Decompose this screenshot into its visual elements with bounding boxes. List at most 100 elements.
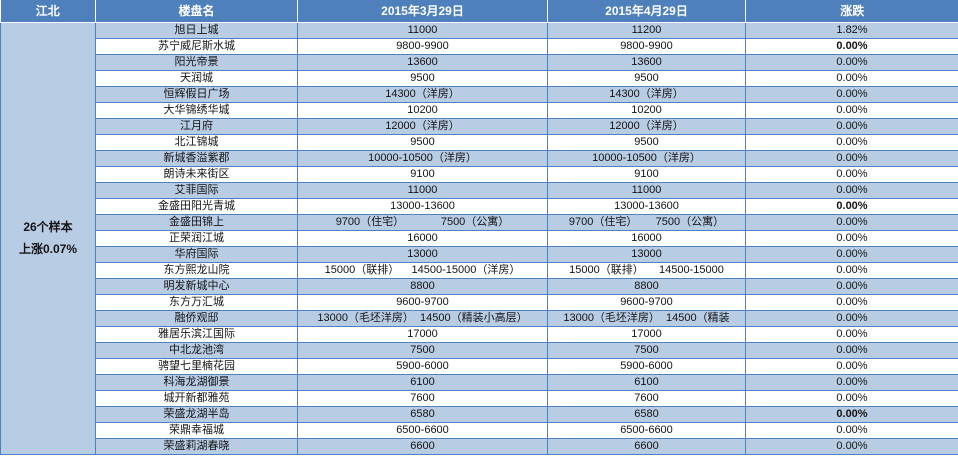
cell-property-name[interactable]: 江月府 [95,118,298,135]
cell-price-april[interactable]: 11200 [547,22,746,39]
cell-price-april[interactable]: 9700（住宅） 7500（公寓） [547,214,746,231]
cell-property-name[interactable]: 旭日上城 [95,22,298,39]
cell-price-march[interactable]: 13000 [297,246,548,263]
cell-price-april[interactable]: 6580 [547,406,746,423]
cell-property-name[interactable]: 城开新都雅苑 [95,390,298,407]
cell-property-name[interactable]: 正荣润江城 [95,230,298,247]
cell-change[interactable]: 0.00% [745,406,958,423]
cell-change[interactable]: 0.00% [745,150,958,167]
cell-property-name[interactable]: 北江锦城 [95,134,298,151]
cell-price-march[interactable]: 12000（洋房） [297,118,548,135]
cell-property-name[interactable]: 金盛田阳光青城 [95,198,298,215]
cell-price-april[interactable]: 10200 [547,102,746,119]
cell-price-march[interactable]: 9500 [297,70,548,87]
cell-property-name[interactable]: 荣盛龙湖半岛 [95,406,298,423]
cell-change[interactable]: 0.00% [745,438,958,455]
cell-property-name[interactable]: 荣鼎幸福城 [95,422,298,439]
cell-price-march[interactable]: 7600 [297,390,548,407]
cell-price-april[interactable]: 10000-10500（洋房） [547,150,746,167]
cell-price-april[interactable]: 6600 [547,438,746,455]
cell-price-april[interactable]: 8800 [547,278,746,295]
cell-price-march[interactable]: 13000-13600 [297,198,548,215]
cell-change[interactable]: 0.00% [745,294,958,311]
cell-change[interactable]: 0.00% [745,182,958,199]
cell-price-march[interactable]: 15000（联排） 14500-15000（洋房） [297,262,548,279]
cell-change[interactable]: 0.00% [745,246,958,263]
cell-price-march[interactable]: 8800 [297,278,548,295]
cell-change[interactable]: 0.00% [745,278,958,295]
cell-property-name[interactable]: 荣盛莉湖春晓 [95,438,298,455]
cell-property-name[interactable]: 大华锦绣华城 [95,102,298,119]
cell-price-march[interactable]: 6580 [297,406,548,423]
cell-price-march[interactable]: 17000 [297,326,548,343]
cell-property-name[interactable]: 艾菲国际 [95,182,298,199]
header-date-april[interactable]: 2015年4月29日 [547,0,746,23]
cell-change[interactable]: 0.00% [745,38,958,55]
cell-change[interactable]: 0.00% [745,342,958,359]
cell-change[interactable]: 0.00% [745,310,958,327]
cell-change[interactable]: 0.00% [745,166,958,183]
cell-price-march[interactable]: 11000 [297,22,548,39]
cell-price-april[interactable]: 13000（毛坯洋房） 14500（精装 [547,310,746,327]
cell-property-name[interactable]: 阳光帝景 [95,54,298,71]
cell-price-april[interactable]: 9600-9700 [547,294,746,311]
cell-price-march[interactable]: 9600-9700 [297,294,548,311]
cell-price-april[interactable]: 13600 [547,54,746,71]
cell-price-march[interactable]: 10000-10500（洋房） [297,150,548,167]
cell-price-march[interactable]: 11000 [297,182,548,199]
cell-property-name[interactable]: 恒辉假日广场 [95,86,298,103]
cell-price-april[interactable]: 6100 [547,374,746,391]
cell-property-name[interactable]: 雅居乐滨江国际 [95,326,298,343]
cell-price-april[interactable]: 11000 [547,182,746,199]
cell-price-march[interactable]: 6600 [297,438,548,455]
cell-price-april[interactable]: 17000 [547,326,746,343]
cell-change[interactable]: 0.00% [745,390,958,407]
cell-price-april[interactable]: 9500 [547,70,746,87]
cell-change[interactable]: 0.00% [745,422,958,439]
cell-price-march[interactable]: 9500 [297,134,548,151]
cell-property-name[interactable]: 金盛田锦上 [95,214,298,231]
cell-change[interactable]: 0.00% [745,198,958,215]
header-region[interactable]: 江北 [0,0,96,23]
cell-change[interactable]: 0.00% [745,54,958,71]
cell-price-march[interactable]: 9100 [297,166,548,183]
cell-price-march[interactable]: 13000（毛坯洋房） 14500（精装小高层） [297,310,548,327]
cell-price-march[interactable]: 7500 [297,342,548,359]
cell-price-march[interactable]: 16000 [297,230,548,247]
cell-property-name[interactable]: 朗诗未来街区 [95,166,298,183]
header-change[interactable]: 涨跌 [745,0,958,23]
cell-property-name[interactable]: 天润城 [95,70,298,87]
cell-price-march[interactable]: 5900-6000 [297,358,548,375]
cell-property-name[interactable]: 科海龙湖御景 [95,374,298,391]
cell-change[interactable]: 0.00% [745,86,958,103]
cell-price-april[interactable]: 13000-13600 [547,198,746,215]
cell-price-march[interactable]: 6500-6600 [297,422,548,439]
cell-change[interactable]: 0.00% [745,374,958,391]
cell-price-april[interactable]: 6500-6600 [547,422,746,439]
cell-change[interactable]: 0.00% [745,70,958,87]
cell-price-april[interactable]: 9800-9900 [547,38,746,55]
cell-change[interactable]: 0.00% [745,230,958,247]
cell-price-april[interactable]: 14300（洋房） [547,86,746,103]
cell-change[interactable]: 0.00% [745,326,958,343]
cell-property-name[interactable]: 新城香溢紫郡 [95,150,298,167]
cell-price-march[interactable]: 6100 [297,374,548,391]
cell-property-name[interactable]: 融侨观邸 [95,310,298,327]
cell-price-april[interactable]: 7500 [547,342,746,359]
cell-price-march[interactable]: 13600 [297,54,548,71]
cell-change[interactable]: 1.82% [745,22,958,39]
cell-property-name[interactable]: 华府国际 [95,246,298,263]
cell-change[interactable]: 0.00% [745,102,958,119]
header-date-march[interactable]: 2015年3月29日 [297,0,548,23]
cell-price-april[interactable]: 12000（洋房） [547,118,746,135]
header-property-name[interactable]: 楼盘名 [95,0,298,23]
cell-change[interactable]: 0.00% [745,134,958,151]
cell-price-march[interactable]: 9800-9900 [297,38,548,55]
cell-property-name[interactable]: 明发新城中心 [95,278,298,295]
cell-price-april[interactable]: 5900-6000 [547,358,746,375]
cell-change[interactable]: 0.00% [745,262,958,279]
cell-price-march[interactable]: 9700（住宅） 7500（公寓） [297,214,548,231]
cell-change[interactable]: 0.00% [745,214,958,231]
cell-price-april[interactable]: 16000 [547,230,746,247]
cell-price-march[interactable]: 10200 [297,102,548,119]
